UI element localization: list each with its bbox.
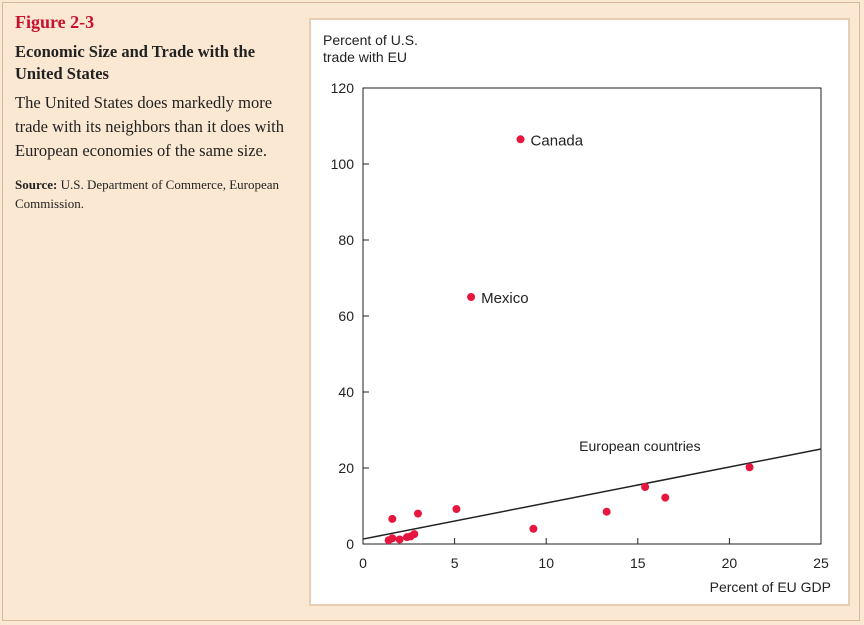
y-tick-label: 100 xyxy=(331,156,355,172)
y-tick-label: 120 xyxy=(331,80,355,96)
figure-description: The United States does markedly more tra… xyxy=(15,93,285,160)
data-point xyxy=(516,135,525,144)
scatter-chart: Percent of U.S.trade with EU020406080100… xyxy=(323,32,831,595)
x-axis-label: Percent of EU GDP xyxy=(710,579,831,595)
figure-label: Figure 2-3 xyxy=(15,12,95,32)
data-point xyxy=(388,514,397,523)
y-axis-label: trade with EU xyxy=(323,49,407,65)
point-label: Canada xyxy=(531,132,584,149)
data-point xyxy=(661,493,670,502)
x-tick-label: 15 xyxy=(630,555,646,571)
plot-frame xyxy=(362,87,822,545)
data-point xyxy=(388,534,397,543)
y-tick-label: 60 xyxy=(338,308,354,324)
trend-line-label: European countries xyxy=(579,438,700,454)
chart-panel: Percent of U.S. trade with EU 0 20 40 60 80 100… xyxy=(309,18,850,606)
data-point xyxy=(602,507,611,516)
source-label: Source: xyxy=(15,177,58,192)
figure-source: Source: U.S. Department of Commerce, Eur… xyxy=(15,175,295,213)
data-point xyxy=(745,463,754,472)
trend-line xyxy=(362,448,822,540)
y-tick-label: 40 xyxy=(338,384,354,400)
x-tick-label: 25 xyxy=(813,555,829,571)
figure-title: Economic Size and Trade with the United … xyxy=(15,42,256,83)
data-point xyxy=(452,505,461,514)
y-tick-label: 20 xyxy=(338,460,354,476)
data-point xyxy=(467,293,476,301)
data-point xyxy=(395,535,404,544)
y-axis-label: Percent of U.S. xyxy=(323,32,418,48)
data-point xyxy=(641,483,650,491)
figure-caption: Figure 2-3 Economic Size and Trade with … xyxy=(15,12,295,213)
y-tick-label: 0 xyxy=(346,536,354,552)
x-tick-label: 0 xyxy=(359,555,367,571)
point-label: Mexico xyxy=(481,290,529,307)
source-text: U.S. Department of Commerce, European Co… xyxy=(15,177,280,211)
data-point xyxy=(410,530,419,539)
x-tick-label: 20 xyxy=(722,555,738,571)
x-tick-label: 5 xyxy=(451,555,459,571)
data-point xyxy=(413,509,422,518)
data-point xyxy=(529,524,538,533)
y-tick-label: 80 xyxy=(338,232,354,248)
x-tick-label: 10 xyxy=(538,555,554,571)
